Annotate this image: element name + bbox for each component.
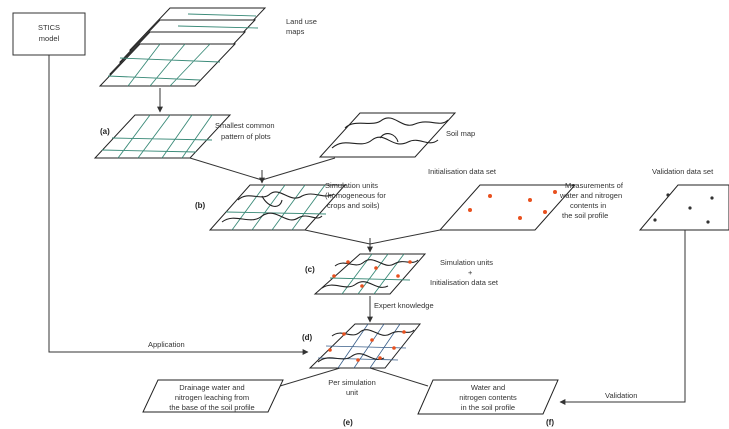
soil-map bbox=[318, 112, 457, 158]
sim-init-label-2: + bbox=[468, 268, 473, 277]
label-f: (f) bbox=[546, 418, 554, 427]
measurements-label-2: water and nitrogen bbox=[559, 191, 622, 200]
measurements-label-4: the soil profile bbox=[562, 211, 608, 220]
label-e: (e) bbox=[343, 418, 353, 427]
drainage-label-1: Drainage water and bbox=[179, 383, 244, 392]
water-label-3: in the soil profile bbox=[461, 403, 515, 412]
smallest-pattern-map bbox=[93, 114, 232, 159]
drainage-label-3: the base of the soil profile bbox=[169, 403, 254, 412]
simulation-units-map bbox=[208, 184, 347, 231]
measurements-label-1: Measurements of bbox=[565, 181, 624, 190]
label-c: (c) bbox=[305, 265, 315, 274]
validation-set-label: Validation data set bbox=[652, 167, 714, 176]
label-b: (b) bbox=[195, 201, 206, 210]
sim-units-label-1: Simulation units bbox=[325, 181, 378, 190]
validation-data-map bbox=[638, 184, 729, 231]
validation-label: Validation bbox=[605, 391, 637, 400]
smallest-label-1: Smallest common bbox=[215, 121, 275, 130]
per-sim-label-2: unit bbox=[346, 388, 359, 397]
label-a: (a) bbox=[100, 127, 110, 136]
drainage-output: Drainage water and nitrogen leaching fro… bbox=[142, 379, 284, 413]
drainage-label-2: nitrogen leaching from bbox=[175, 393, 249, 402]
land-use-label-1: Land use bbox=[286, 17, 317, 26]
per-sim-label-1: Per simulation bbox=[328, 378, 376, 387]
final-simulation-map bbox=[308, 323, 422, 369]
sim-init-label-3: Initialisation data set bbox=[430, 278, 499, 287]
init-data-map bbox=[438, 184, 577, 231]
sim-init-map bbox=[313, 253, 427, 295]
expert-knowledge-label: Expert knowledge bbox=[374, 301, 434, 310]
water-label-1: Water and bbox=[471, 383, 505, 392]
land-use-label-2: maps bbox=[286, 27, 305, 36]
stics-label-1: STICS bbox=[38, 23, 60, 32]
water-nitrogen-output: Water and nitrogen contents in the soil … bbox=[417, 379, 559, 415]
land-use-maps bbox=[98, 7, 267, 87]
sim-init-label-1: Simulation units bbox=[440, 258, 493, 267]
soil-map-label: Soil map bbox=[446, 129, 475, 138]
stics-label-2: model bbox=[39, 34, 60, 43]
sim-units-label-3: crops and soils) bbox=[327, 201, 380, 210]
measurements-label-3: contents in bbox=[570, 201, 606, 210]
label-d: (d) bbox=[302, 333, 313, 342]
stics-model-box: STICS model bbox=[12, 12, 86, 56]
water-label-2: nitrogen contents bbox=[459, 393, 517, 402]
sim-units-label-2: (homogeneous for bbox=[325, 191, 386, 200]
smallest-label-2: pattern of plots bbox=[221, 132, 271, 141]
init-set-label: Initialisation data set bbox=[428, 167, 497, 176]
application-label: Application bbox=[148, 340, 185, 349]
